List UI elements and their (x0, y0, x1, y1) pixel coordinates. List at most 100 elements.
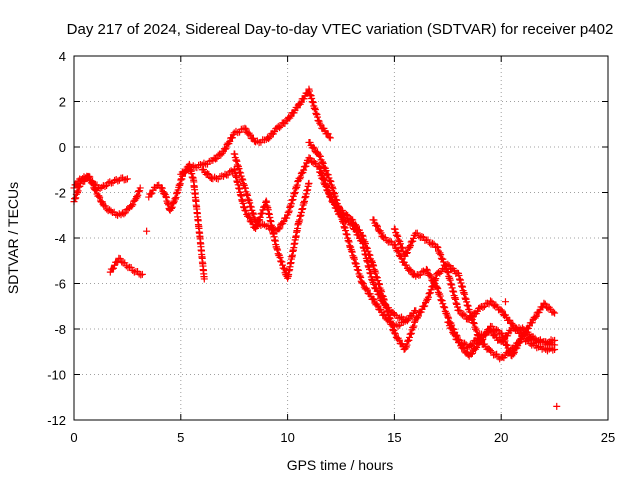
data-point (405, 333, 413, 341)
data-point (309, 143, 317, 151)
data-point (324, 171, 332, 179)
data-point (168, 203, 176, 211)
data-point (275, 225, 283, 233)
data-point (116, 255, 124, 263)
data-point (437, 254, 445, 262)
data-point (305, 154, 313, 162)
data-point (501, 337, 509, 345)
x-tick-label: 10 (280, 430, 294, 445)
data-point (73, 180, 81, 188)
data-point (488, 298, 496, 306)
data-point (470, 319, 478, 327)
data-point (447, 324, 455, 332)
data-point (217, 151, 225, 159)
data-point (403, 249, 411, 257)
data-point (531, 314, 539, 322)
data-point (416, 271, 424, 279)
data-point (110, 264, 118, 272)
data-point (358, 231, 366, 239)
data-point (128, 202, 136, 210)
data-point (87, 177, 95, 185)
data-point (410, 322, 418, 330)
data-point (373, 222, 381, 230)
data-point (358, 279, 366, 287)
data-point (418, 233, 426, 241)
data-point (406, 265, 414, 273)
data-point (502, 341, 510, 349)
data-point (429, 239, 437, 247)
data-point (483, 329, 491, 337)
data-point (498, 307, 506, 315)
data-point (362, 243, 370, 251)
data-point (553, 402, 561, 410)
data-point (551, 309, 559, 317)
data-point (373, 221, 381, 229)
data-point (316, 168, 324, 176)
data-point (374, 302, 382, 310)
data-point (403, 341, 411, 349)
data-point (222, 144, 230, 152)
data-point (436, 269, 444, 277)
data-point (404, 337, 412, 345)
y-tick-label: -10 (47, 368, 66, 383)
data-point (228, 134, 236, 142)
data-point (409, 234, 417, 242)
data-point (319, 159, 327, 167)
y-tick-label: 4 (59, 49, 66, 64)
data-point (134, 191, 142, 199)
data-point (436, 292, 444, 300)
data-point (437, 251, 445, 259)
data-point (434, 244, 442, 252)
data-point (112, 175, 120, 183)
data-point (437, 296, 445, 304)
data-point (394, 236, 402, 244)
data-point (258, 209, 266, 217)
data-point (498, 330, 506, 338)
data-point (549, 308, 557, 316)
data-point (241, 124, 249, 132)
data-point (296, 175, 304, 183)
data-point (278, 258, 286, 266)
data-point (451, 332, 459, 340)
data-point (89, 177, 97, 185)
data-point (342, 210, 350, 218)
data-point (108, 265, 116, 273)
data-point (95, 192, 103, 200)
data-point (276, 124, 284, 132)
data-point (205, 170, 213, 178)
data-point (324, 130, 332, 138)
data-point (331, 198, 339, 206)
series-trace-e (177, 85, 334, 178)
data-point (423, 266, 431, 274)
data-point (349, 216, 357, 224)
data-point (122, 262, 130, 270)
data-point (256, 213, 264, 221)
data-point (445, 318, 453, 326)
data-point (121, 209, 129, 217)
data-point (386, 237, 394, 245)
data-point (394, 246, 402, 254)
data-point (510, 349, 518, 357)
data-point (493, 326, 501, 334)
data-point (106, 178, 114, 186)
data-point (442, 262, 450, 270)
data-point (327, 193, 335, 201)
data-point (138, 270, 146, 278)
data-point (370, 216, 378, 224)
data-point (244, 212, 252, 220)
series-trace-k (390, 225, 559, 347)
data-point (394, 232, 402, 240)
data-point (320, 179, 328, 187)
data-point (134, 188, 142, 196)
data-point (405, 315, 413, 323)
data-point (398, 244, 406, 252)
data-point (305, 179, 313, 187)
data-point (317, 121, 325, 129)
data-point (479, 335, 487, 343)
data-point (363, 286, 371, 294)
data-point (508, 320, 516, 328)
data-point (287, 112, 295, 120)
data-point (456, 307, 464, 315)
data-point (129, 267, 137, 275)
